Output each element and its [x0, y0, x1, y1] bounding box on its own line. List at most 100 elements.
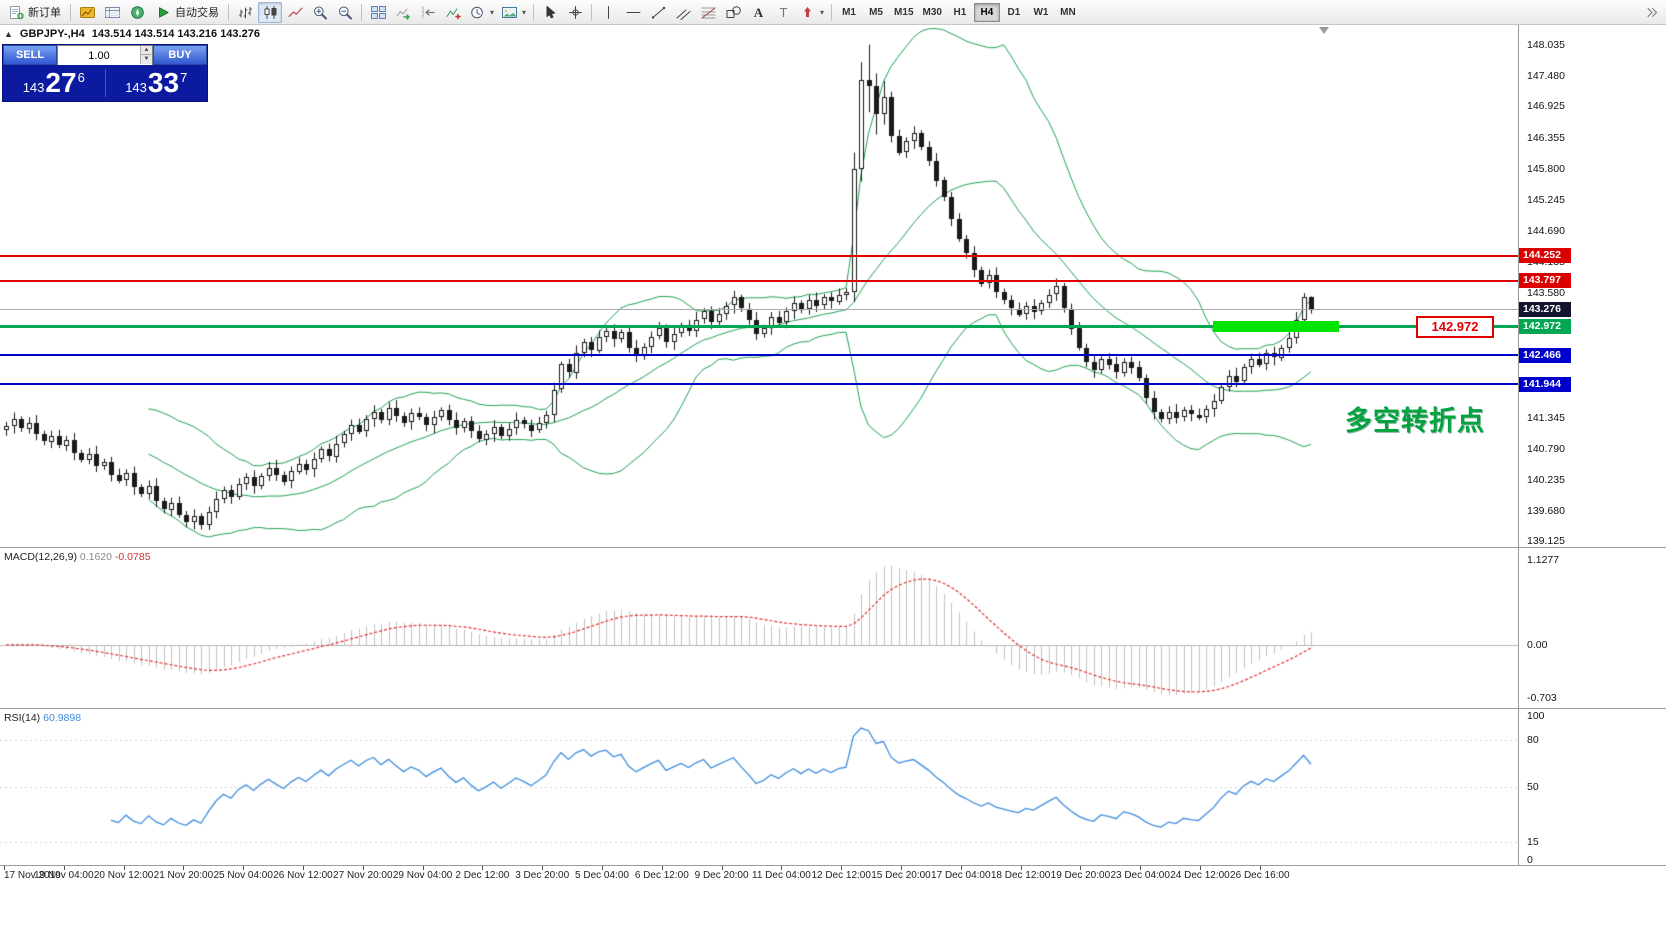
svg-text:T: T — [779, 5, 787, 20]
macd-name: MACD(12,26,9) — [4, 551, 77, 563]
candlestick-chart-button[interactable] — [258, 1, 282, 23]
sell-price-point: 6 — [77, 70, 85, 85]
turning-point-note[interactable]: 多空转折点 — [1345, 406, 1485, 436]
dropdown-caret-icon: ▾ — [522, 7, 527, 17]
vertical-line-button[interactable] — [596, 2, 620, 23]
time-label: 27 Nov 20:00 — [333, 870, 393, 881]
support-line-upper[interactable] — [0, 354, 1518, 357]
pivot-price-label[interactable]: 142.972 — [1416, 315, 1494, 338]
pivot-line[interactable] — [0, 325, 1518, 329]
time-tick — [303, 866, 304, 870]
support-line-lower[interactable] — [0, 383, 1518, 386]
timeframe-w1-button[interactable]: W1 — [1033, 6, 1049, 18]
support-line-lower-tag: 141.944 — [1519, 376, 1571, 392]
new-order-button[interactable]: 新订单 — [3, 2, 66, 23]
crosshair-button[interactable] — [563, 2, 587, 23]
volume-input[interactable] — [58, 47, 152, 65]
zoom-out-button[interactable] — [333, 2, 357, 23]
auto-scroll-button[interactable] — [391, 2, 415, 23]
macd-indicator-label: MACD(12,26,9) 0.1620 -0.0785 — [4, 551, 151, 563]
chart-symbol-period: GBPJPY-,H4 — [19, 28, 85, 40]
time-tick — [721, 866, 723, 870]
templates-icon — [501, 5, 518, 20]
one-click-collapse-icon[interactable]: ▲ — [4, 29, 13, 39]
one-click-trading-panel: SELL ▲ ▼ BUY 143 27 6 143 33 7 — [2, 44, 208, 102]
cursor-button[interactable] — [538, 2, 562, 23]
resistance-line-upper[interactable] — [0, 254, 1518, 257]
current-price-line-tag: 143.276 — [1519, 302, 1571, 318]
autotrading-button-label: 自动交易 — [175, 7, 219, 19]
buy-price-point: 7 — [180, 70, 188, 85]
time-tick — [602, 866, 603, 870]
market-watch-button[interactable] — [75, 2, 99, 23]
buy-button[interactable]: BUY — [153, 45, 207, 65]
timeframe-mn-button[interactable]: MN — [1060, 6, 1076, 18]
current-price-line[interactable] — [0, 309, 1518, 311]
time-label: 5 Dec 04:00 — [575, 870, 629, 881]
text-button[interactable]: A — [746, 2, 770, 23]
volume-increase-button[interactable]: ▲ — [140, 46, 152, 55]
cursor-icon — [542, 5, 559, 20]
text-label-button[interactable]: T — [771, 2, 795, 23]
toolbar-overflow-button[interactable] — [1639, 2, 1663, 23]
timeframe-m5-button[interactable]: M5 — [869, 6, 883, 18]
indicators-button[interactable] — [441, 2, 465, 23]
chart-shift-marker[interactable] — [1319, 27, 1329, 34]
data-window-button[interactable] — [100, 2, 124, 23]
bar-chart-icon — [237, 5, 254, 20]
macd-canvas[interactable] — [0, 548, 1518, 708]
fibonacci-button[interactable] — [696, 2, 720, 23]
trendline-button[interactable] — [646, 2, 670, 23]
text-label-icon: T — [775, 5, 792, 20]
zoom-out-icon — [337, 5, 354, 20]
support-zone-rectangle[interactable] — [1213, 321, 1339, 333]
price-tick: 144.690 — [1527, 225, 1565, 238]
time-label: 6 Dec 12:00 — [634, 870, 689, 881]
sell-price[interactable]: 143 27 6 — [3, 69, 105, 97]
price-tick: 148.035 — [1527, 38, 1565, 51]
support-line-upper-tag: 142.466 — [1519, 347, 1571, 363]
time-label: 17 Dec 04:00 — [931, 870, 991, 881]
equidistant-channel-icon — [675, 5, 692, 20]
resistance-line-lower[interactable] — [0, 279, 1518, 282]
buy-price[interactable]: 143 33 7 — [106, 69, 208, 97]
tile-windows-button[interactable] — [366, 2, 390, 23]
rsi-axis-label: 80 — [1527, 734, 1539, 747]
time-tick — [1200, 866, 1201, 870]
time-tick — [63, 866, 65, 870]
timeframe-m1-button[interactable]: M1 — [842, 6, 856, 18]
timeframe-d1-button[interactable]: D1 — [1007, 6, 1021, 18]
line-chart-button[interactable] — [283, 2, 307, 23]
svg-text:A: A — [753, 5, 763, 20]
price-tick: 139.125 — [1527, 535, 1565, 548]
time-tick — [243, 866, 245, 870]
timeframe-h1-button[interactable]: H1 — [953, 6, 967, 18]
zoom-in-button[interactable] — [308, 2, 332, 23]
timeframe-m15-button[interactable]: M15 — [894, 6, 914, 18]
arrows-button[interactable]: ▾ — [796, 2, 827, 23]
chart-shift-button[interactable] — [416, 2, 440, 23]
sell-button[interactable]: SELL — [3, 45, 57, 65]
navigator-button[interactable] — [125, 2, 149, 23]
equidistant-channel-button[interactable] — [671, 2, 695, 23]
time-label: 21 Nov 20:00 — [153, 870, 214, 881]
market-watch-icon — [79, 5, 96, 20]
volume-decrease-button[interactable]: ▼ — [140, 55, 152, 64]
price-tick: 143.580 — [1527, 287, 1565, 300]
timeframe-h4-button[interactable]: H4 — [973, 2, 1000, 22]
time-tick — [422, 866, 424, 870]
pane-separator-rsi[interactable] — [0, 708, 1666, 709]
price-chart-canvas[interactable] — [0, 25, 1518, 547]
timeframe-m30-button[interactable]: M30 — [922, 6, 942, 18]
shapes-button[interactable] — [721, 2, 745, 23]
periods-button[interactable]: ▾ — [466, 2, 497, 23]
bar-chart-button[interactable] — [233, 2, 257, 23]
rsi-canvas[interactable] — [0, 709, 1518, 865]
time-tick — [901, 866, 902, 870]
toolbar-separator — [591, 3, 593, 21]
templates-button[interactable]: ▾ — [498, 2, 529, 23]
pane-separator-macd[interactable] — [0, 547, 1666, 548]
autotrading-button[interactable]: 自动交易 — [150, 2, 224, 23]
horizontal-line-button[interactable] — [621, 2, 645, 23]
